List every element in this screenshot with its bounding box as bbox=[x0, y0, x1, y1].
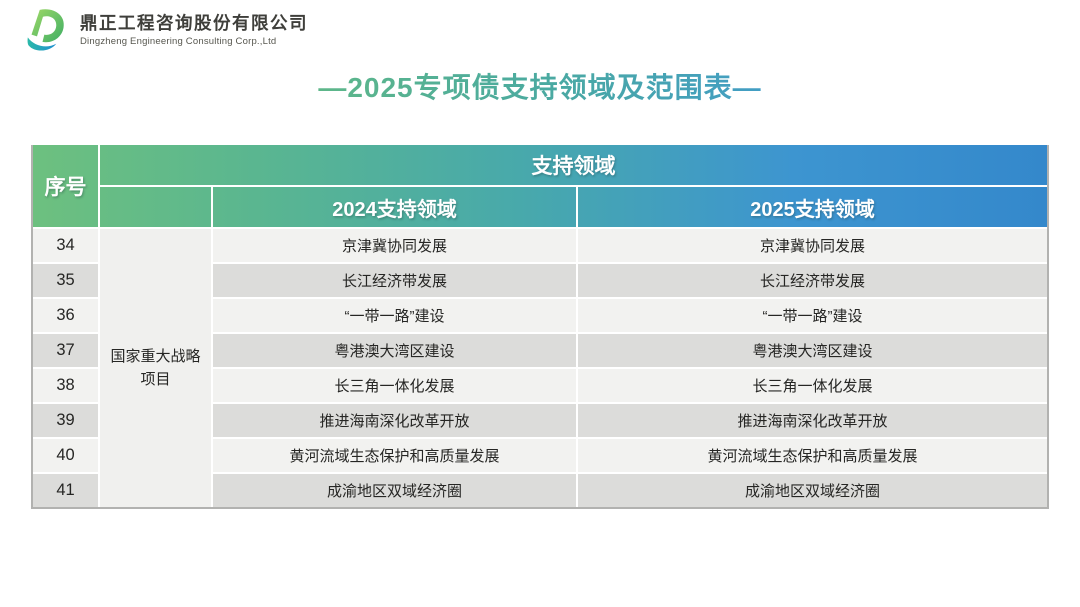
company-name-zh: 鼎正工程咨询股份有限公司 bbox=[80, 12, 308, 33]
area-2024-cell: 京津冀协同发展 bbox=[213, 227, 578, 262]
category-cell: 国家重大战略项目 bbox=[100, 227, 213, 507]
area-2024-cell: 推进海南深化改革开放 bbox=[213, 402, 578, 437]
table-row: 34 国家重大战略项目 京津冀协同发展 京津冀协同发展 bbox=[33, 227, 1047, 507]
table-body: 34 国家重大战略项目 京津冀协同发展 京津冀协同发展 35 长江经济带发展 长江经济带发展… bbox=[33, 227, 1047, 507]
area-2025-cell: 成渝地区双域经济圈 bbox=[578, 472, 1047, 507]
header-category-spacer bbox=[100, 187, 213, 227]
area-2025-cell: “一带一路”建设 bbox=[578, 297, 1047, 332]
row-number-cell: 34 bbox=[33, 227, 100, 262]
header-row-top: 序号 支持领域 bbox=[33, 145, 1047, 227]
area-2025-cell: 长三角一体化发展 bbox=[578, 367, 1047, 402]
area-2025-cell: 长江经济带发展 bbox=[578, 262, 1047, 297]
company-logo: 鼎正工程咨询股份有限公司 Dingzheng Engineering Consu… bbox=[26, 7, 308, 53]
area-2024-cell: “一带一路”建设 bbox=[213, 297, 578, 332]
page-title: —2025专项债支持领域及范围表— bbox=[0, 66, 1080, 106]
area-2025-cell: 推进海南深化改革开放 bbox=[578, 402, 1047, 437]
header-row-sub: 2024支持领域 2025支持领域 bbox=[33, 187, 1047, 227]
row-number-cell: 36 bbox=[33, 297, 100, 332]
area-2025-cell: 京津冀协同发展 bbox=[578, 227, 1047, 262]
logo-d-icon bbox=[27, 9, 64, 51]
row-number-cell: 37 bbox=[33, 332, 100, 367]
header-index: 序号 bbox=[33, 145, 100, 227]
row-number-cell: 38 bbox=[33, 367, 100, 402]
header-2024: 2024支持领域 bbox=[213, 187, 578, 227]
header-support-area: 支持领域 bbox=[100, 145, 1047, 187]
area-2024-cell: 成渝地区双域经济圈 bbox=[213, 472, 578, 507]
support-table-wrapper: 序号 支持领域 2024支持领域 2025支持领域 34 国家重大战略项目 京津冀协… bbox=[31, 145, 1049, 509]
support-table: 序号 支持领域 2024支持领域 2025支持领域 34 国家重大战略项目 京津冀协… bbox=[33, 145, 1047, 507]
header-2025: 2025支持领域 bbox=[750, 198, 875, 221]
row-number-cell: 35 bbox=[33, 262, 100, 297]
area-2024-cell: 长三角一体化发展 bbox=[213, 367, 578, 402]
row-number-cell: 39 bbox=[33, 402, 100, 437]
area-2025-cell: 粤港澳大湾区建设 bbox=[578, 332, 1047, 367]
company-name-en: Dingzheng Engineering Consulting Corp.,L… bbox=[80, 36, 277, 48]
area-2024-cell: 粤港澳大湾区建设 bbox=[213, 332, 578, 367]
area-2025-cell: 黄河流域生态保护和高质量发展 bbox=[578, 437, 1047, 472]
table-header: 序号 支持领域 2024支持领域 2025支持领域 bbox=[33, 145, 1047, 227]
row-number-cell: 41 bbox=[33, 472, 100, 507]
area-2024-cell: 黄河流域生态保护和高质量发展 bbox=[213, 437, 578, 472]
area-2024-cell: 长江经济带发展 bbox=[213, 262, 578, 297]
row-number-cell: 40 bbox=[33, 437, 100, 472]
